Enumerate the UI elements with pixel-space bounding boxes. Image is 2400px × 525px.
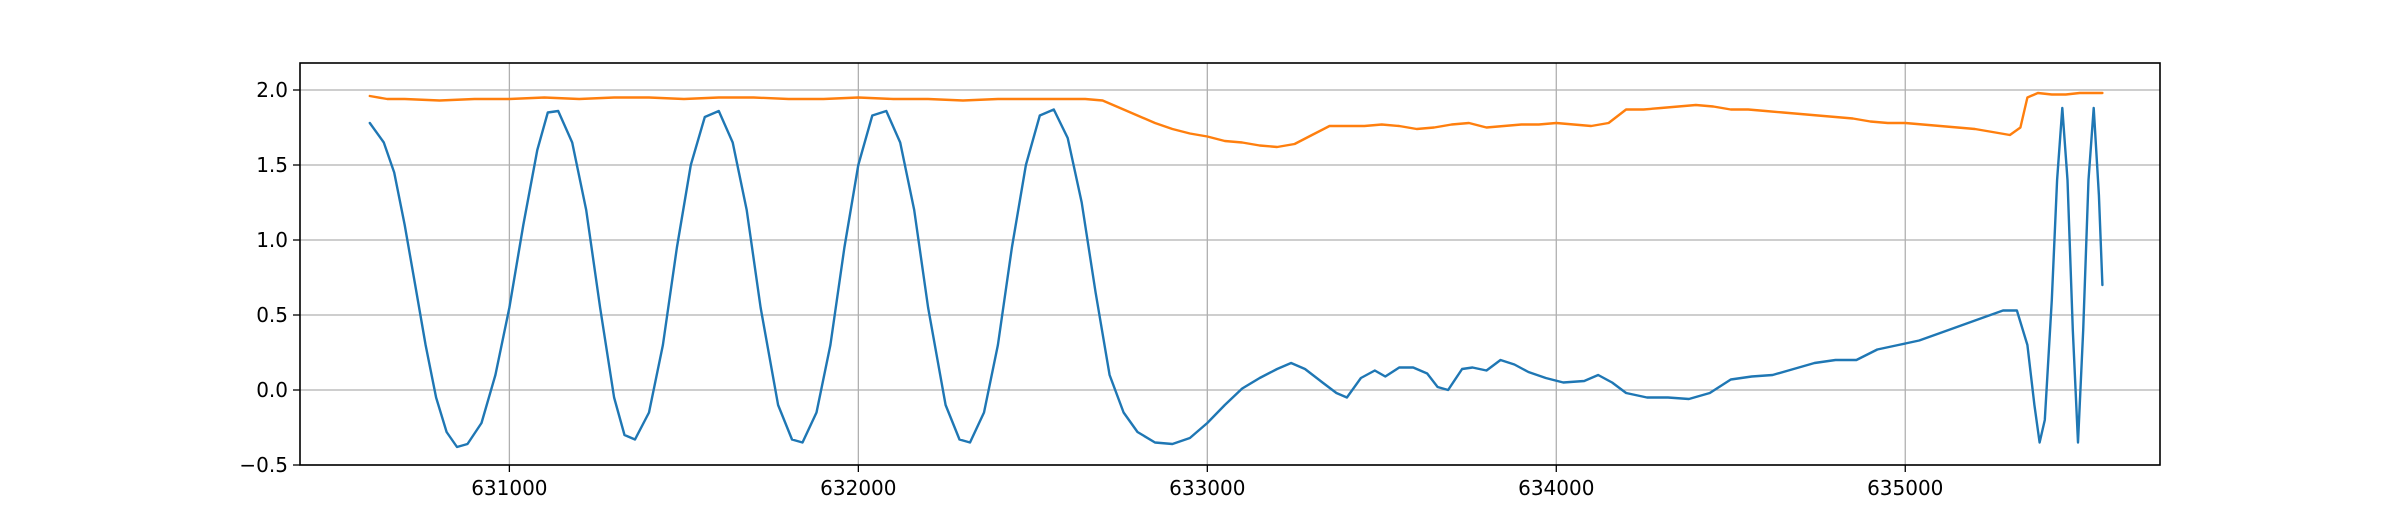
y-tick-label: 2.0	[256, 78, 288, 102]
plot-area	[300, 63, 2160, 465]
x-axis: 631000 632000 633000 634000 635000	[471, 465, 1943, 500]
x-tick-label: 632000	[820, 476, 896, 500]
y-tick-label: 1.0	[256, 228, 288, 252]
series-layer	[368, 91, 2104, 449]
y-axis: −0.5 0.0 0.5 1.0 1.5 2.0	[239, 78, 300, 477]
y-tick-label: 0.5	[256, 303, 288, 327]
series-line-2	[368, 91, 2104, 149]
axes-frame	[299, 62, 2161, 466]
y-tick-label: −0.5	[239, 453, 288, 477]
x-tick-label: 633000	[1169, 476, 1245, 500]
x-gridlines	[508, 63, 1906, 465]
x-tick-label: 634000	[1518, 476, 1594, 500]
y-tick-label: 0.0	[256, 378, 288, 402]
y-tick-label: 1.5	[256, 153, 288, 177]
x-tick-label: 631000	[471, 476, 547, 500]
series-line-1	[368, 106, 2104, 449]
x-tick-label: 635000	[1867, 476, 1943, 500]
